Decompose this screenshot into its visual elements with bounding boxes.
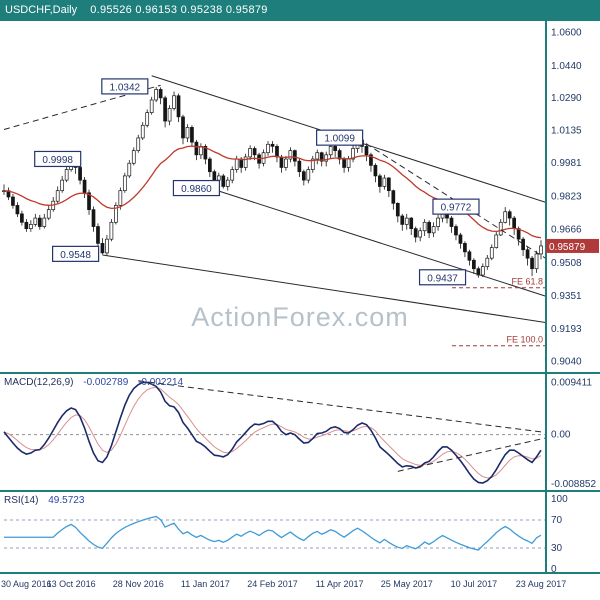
pivot-price-label: 0.9437: [418, 269, 467, 286]
rsi-axis-tick: 0: [551, 564, 557, 575]
rsi-panel-header: RSI(14) 49.5723: [4, 495, 84, 506]
fibonacci-expansion-label: FE 61.8: [511, 277, 543, 287]
rsi-value: 49.5723: [48, 495, 85, 506]
price-axis-tick: 0.9981: [551, 158, 582, 169]
svg-text:0.9772: 0.9772: [441, 203, 472, 214]
trend-line: [102, 254, 546, 323]
ohlc-readout: 0.95526 0.96153 0.95238 0.95879: [90, 4, 268, 16]
fibonacci-expansion-label: FE 100.0: [506, 335, 543, 345]
svg-text:1.0342: 1.0342: [110, 82, 141, 93]
date-axis-label: 30 Aug 2016: [1, 579, 52, 589]
panel-separator: [0, 490, 600, 492]
pivot-price-label: 0.9860: [172, 179, 221, 197]
current-price-tag: [546, 238, 599, 253]
axis-separator: [545, 21, 547, 574]
macd-panel-header: MACD(12,26,9) -0.002789 -0.002214: [4, 377, 183, 388]
date-axis-label: 11 Apr 2017: [316, 579, 364, 589]
svg-text:0.9548: 0.9548: [60, 250, 91, 261]
date-axis-label: 25 May 2017: [381, 579, 433, 589]
svg-text:0.9437: 0.9437: [427, 273, 458, 284]
rsi-axis-tick: 70: [551, 515, 563, 526]
price-axis-tick: 0.9508: [551, 258, 582, 269]
pivot-price-label: 1.0099: [316, 129, 364, 146]
chart-titlebar: USDCHF,Daily 0.95526 0.96153 0.95238 0.9…: [0, 0, 600, 21]
rsi-axis-tick: 100: [551, 494, 568, 505]
macd-trend-line: [397, 437, 546, 472]
macd-trend-line: [138, 380, 546, 433]
rsi-indicator-label: RSI(14): [4, 495, 39, 506]
chart-canvas: FE 61.8 FE 100.0 1.0342 0.9998 0.9860 0.9548 1…: [0, 21, 600, 589]
symbol-timeframe-label: USDCHF,Daily: [5, 4, 78, 16]
macd-line: [3, 381, 542, 484]
svg-text:0.9860: 0.9860: [181, 184, 212, 195]
rsi-line: [4, 515, 542, 551]
price-axis-tick: 0.9823: [551, 191, 582, 202]
rsi-axis-tick: 30: [551, 543, 563, 554]
current-price-tag-value: 0.95879: [549, 242, 586, 253]
macd-signal-line: [3, 386, 542, 479]
trend-line: [357, 137, 546, 259]
price-axis-tick: 0.9666: [551, 224, 582, 235]
date-axis-label: 23 Aug 2017: [516, 579, 567, 589]
price-axis-tick: 1.0600: [551, 27, 582, 38]
price-axis-tick: 0.9351: [551, 291, 582, 302]
pivot-price-label: 0.9772: [432, 198, 480, 215]
price-axis-tick: 1.0290: [551, 93, 582, 104]
trend-line: [214, 189, 546, 297]
macd-value: -0.002789: [83, 377, 129, 388]
date-axis-label: 28 Nov 2016: [113, 579, 164, 589]
svg-text:0.9998: 0.9998: [42, 155, 73, 166]
macd-signal-value: -0.002214: [138, 377, 184, 388]
macd-axis-tick: 0.00: [551, 430, 571, 441]
date-axis-label: 11 Jan 2017: [181, 579, 230, 589]
pivot-price-label: 1.0342: [101, 78, 149, 95]
macd-indicator-label: MACD(12,26,9): [4, 377, 74, 388]
price-axis-tick: 1.0440: [551, 61, 582, 72]
date-axis-label: 13 Oct 2016: [47, 579, 96, 589]
macd-axis-tick: 0.009411: [551, 377, 592, 388]
panel-separator: [0, 572, 600, 574]
price-axis-tick: 1.0135: [551, 126, 582, 137]
price-axis-tick: 0.9193: [551, 324, 582, 335]
pivot-price-label: 0.9998: [34, 150, 82, 168]
macd-axis-tick: -0.008852: [551, 479, 596, 490]
date-axis-label: 24 Feb 2017: [247, 579, 298, 589]
pivot-price-label: 0.9548: [51, 245, 100, 262]
date-axis-label: 10 Jul 2017: [451, 579, 498, 589]
price-axis-tick: 0.9040: [551, 357, 582, 368]
panel-separator: [0, 372, 600, 374]
svg-text:1.0099: 1.0099: [324, 134, 355, 145]
